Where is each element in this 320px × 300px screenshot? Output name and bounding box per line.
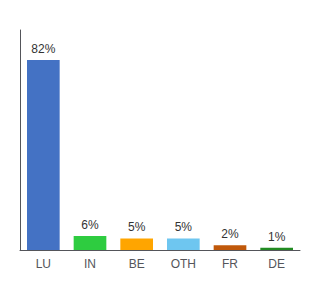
svg-text:LU: LU (36, 257, 51, 271)
svg-text:6%: 6% (81, 218, 99, 232)
svg-text:1%: 1% (268, 230, 286, 244)
svg-text:82%: 82% (31, 42, 55, 56)
svg-text:BE: BE (129, 257, 145, 271)
svg-text:OTH: OTH (171, 257, 196, 271)
svg-text:DE: DE (268, 257, 285, 271)
svg-text:5%: 5% (128, 220, 146, 234)
svg-text:FR: FR (222, 257, 238, 271)
svg-text:2%: 2% (221, 227, 239, 241)
svg-text:5%: 5% (175, 220, 193, 234)
svg-text:IN: IN (84, 257, 96, 271)
